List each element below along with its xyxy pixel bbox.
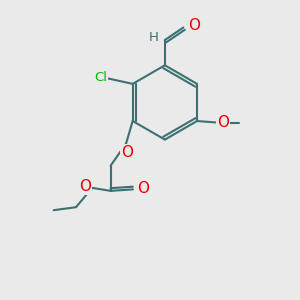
Text: O: O xyxy=(137,181,149,196)
Text: O: O xyxy=(217,115,229,130)
Text: Cl: Cl xyxy=(94,71,107,84)
Text: H: H xyxy=(148,31,158,44)
Text: O: O xyxy=(188,18,200,33)
Text: O: O xyxy=(121,145,133,160)
Text: O: O xyxy=(79,179,91,194)
